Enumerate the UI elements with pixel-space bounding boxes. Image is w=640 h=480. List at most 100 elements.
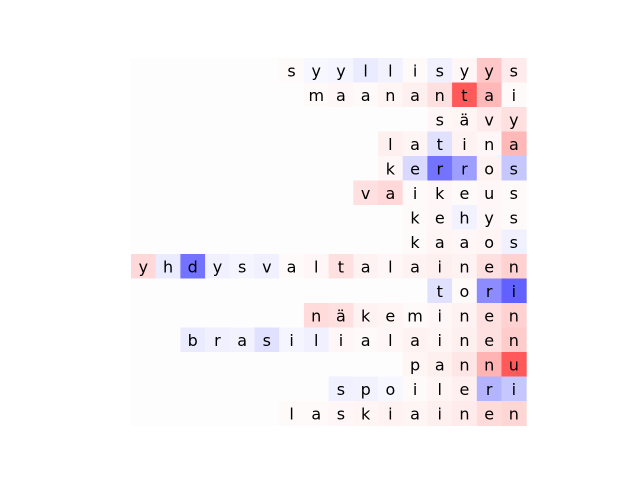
heatmap-empty-cell bbox=[131, 131, 157, 157]
heatmap-letter: s bbox=[510, 159, 518, 178]
heatmap-letter: o bbox=[385, 380, 395, 399]
heatmap-empty-cell bbox=[303, 376, 330, 402]
heatmap-empty-cell bbox=[131, 58, 157, 83]
heatmap-letter: v bbox=[262, 257, 271, 276]
heatmap-empty-cell bbox=[229, 303, 255, 328]
heatmap-empty-cell bbox=[254, 352, 280, 377]
heatmap-letter: n bbox=[435, 86, 445, 105]
heatmap-empty-cell bbox=[155, 82, 181, 108]
heatmap-letter: t bbox=[461, 86, 467, 105]
heatmap-empty-cell bbox=[205, 352, 231, 377]
heatmap-cell bbox=[427, 303, 453, 328]
heatmap-empty-cell bbox=[328, 205, 354, 230]
heatmap-letter: n bbox=[509, 257, 519, 276]
heatmap-empty-cell bbox=[254, 58, 280, 83]
heatmap-cell bbox=[501, 82, 527, 108]
heatmap-cell bbox=[402, 254, 428, 279]
heatmap-letter: n bbox=[459, 257, 469, 276]
heatmap-empty-cell bbox=[205, 401, 231, 426]
heatmap-empty-cell bbox=[205, 205, 231, 230]
heatmap-letter: n bbox=[459, 404, 469, 423]
heatmap-cell bbox=[501, 327, 527, 353]
heatmap-letter: s bbox=[510, 233, 518, 252]
heatmap-letter: l bbox=[388, 61, 392, 80]
heatmap-letter: a bbox=[410, 404, 420, 423]
heatmap-cell bbox=[501, 205, 527, 230]
heatmap-letter: r bbox=[461, 159, 468, 178]
heatmap-cell bbox=[476, 82, 502, 108]
heatmap-letter: h bbox=[163, 257, 173, 276]
heatmap-empty-cell bbox=[229, 278, 255, 304]
heatmap-empty-cell bbox=[155, 278, 181, 304]
heatmap-letter: n bbox=[459, 306, 469, 325]
heatmap-cell bbox=[501, 229, 527, 255]
heatmap-cell bbox=[303, 58, 330, 83]
heatmap-letter: l bbox=[438, 380, 442, 399]
heatmap-cell bbox=[501, 376, 527, 402]
heatmap-empty-cell bbox=[180, 401, 206, 426]
heatmap-letters: s y y l l i s y y sm a a n a n t a is ä v yl a t i n ak e r r o sv a i k e… bbox=[139, 61, 519, 423]
heatmap-empty-cell bbox=[279, 376, 305, 402]
heatmap-cell bbox=[476, 58, 502, 83]
heatmap-letter: d bbox=[188, 257, 198, 276]
heatmap-empty-cell bbox=[254, 303, 280, 328]
heatmap-empty-cell bbox=[229, 180, 255, 206]
heatmap-letter: l bbox=[388, 257, 392, 276]
heatmap-letter: a bbox=[509, 135, 519, 154]
heatmap-empty-cell bbox=[180, 131, 206, 157]
heatmap-empty-cell bbox=[155, 131, 181, 157]
heatmap-letter: r bbox=[214, 331, 221, 350]
heatmap-empty-cell bbox=[279, 156, 305, 181]
heatmap-empty-cell bbox=[279, 107, 305, 132]
heatmap-empty-cell bbox=[328, 278, 354, 304]
heatmap-empty-cell bbox=[205, 58, 231, 83]
heatmap-letter: n bbox=[459, 355, 469, 374]
heatmap-empty-cell bbox=[402, 278, 428, 304]
heatmap-cell bbox=[501, 278, 527, 304]
heatmap-cell bbox=[402, 327, 428, 353]
heatmap-empty-cell bbox=[155, 327, 181, 353]
heatmap-empty-cell bbox=[328, 229, 354, 255]
heatmap-letter: n bbox=[509, 306, 519, 325]
heatmap-cell bbox=[279, 58, 305, 83]
heatmap-letter: v bbox=[361, 184, 370, 203]
heatmap-cell bbox=[452, 352, 478, 377]
heatmap-cell bbox=[476, 131, 502, 157]
heatmap-letter: y bbox=[312, 61, 321, 80]
heatmap-empty-cell bbox=[279, 131, 305, 157]
heatmap-letter: a bbox=[361, 331, 371, 350]
heatmap-letter: o bbox=[484, 233, 494, 252]
heatmap-letter: h bbox=[459, 208, 469, 227]
heatmap-cell bbox=[328, 82, 354, 108]
heatmap-empty-cell bbox=[279, 180, 305, 206]
heatmap-letter: k bbox=[386, 159, 396, 178]
heatmap-letter: o bbox=[484, 159, 494, 178]
heatmap-letter: k bbox=[435, 184, 445, 203]
heatmap-letter: s bbox=[436, 61, 444, 80]
heatmap-cell bbox=[229, 254, 255, 279]
heatmap-empty-cell bbox=[378, 352, 404, 377]
heatmap-cell bbox=[402, 156, 428, 181]
heatmap-cell bbox=[328, 58, 354, 83]
heatmap-cell bbox=[402, 180, 428, 206]
heatmap-empty-cell bbox=[131, 180, 157, 206]
heatmap-letter: u bbox=[509, 355, 519, 374]
heatmap-letter: a bbox=[311, 404, 321, 423]
heatmap-empty-cell bbox=[131, 205, 157, 230]
heatmap-empty-cell bbox=[378, 229, 404, 255]
heatmap-empty-cell bbox=[180, 82, 206, 108]
heatmap-letter: k bbox=[361, 306, 371, 325]
heatmap-cell bbox=[427, 58, 453, 83]
heatmap-empty-cell bbox=[131, 376, 157, 402]
heatmap-empty-cell bbox=[303, 131, 330, 157]
heatmap-empty-cell bbox=[229, 352, 255, 377]
heatmap-cell bbox=[303, 82, 330, 108]
heatmap-letter: ä bbox=[460, 110, 470, 129]
heatmap-empty-cell bbox=[180, 205, 206, 230]
heatmap-empty-cell bbox=[353, 107, 379, 132]
heatmap-letter: s bbox=[510, 184, 518, 203]
heatmap-cell bbox=[476, 156, 502, 181]
heatmap-cell bbox=[378, 303, 404, 328]
heatmap-letter: r bbox=[486, 282, 493, 301]
heatmap-cell bbox=[452, 180, 478, 206]
